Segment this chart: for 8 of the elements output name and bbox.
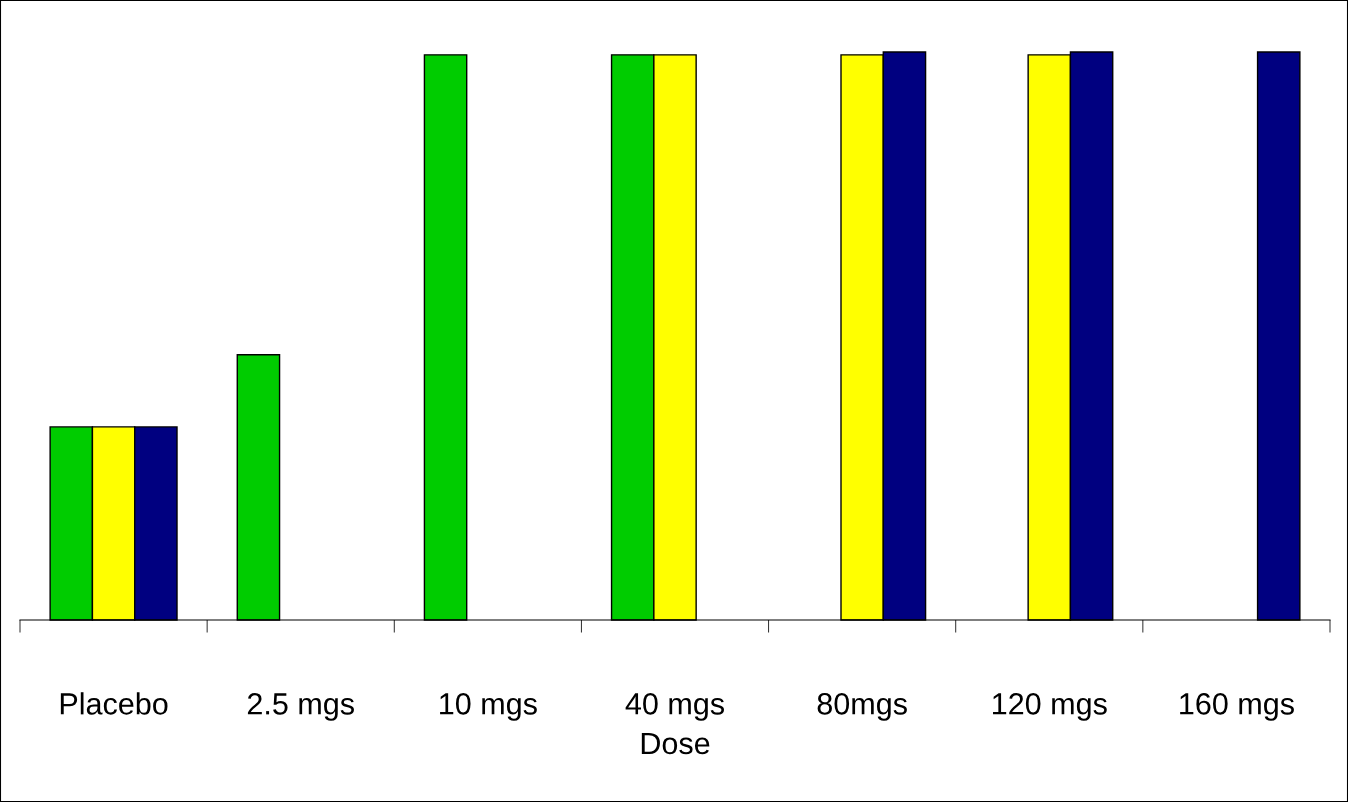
x-tick-label: 40 mgs <box>625 693 724 721</box>
x-tick-label: 2.5 mgs <box>247 693 354 721</box>
x-tick-label: 120 mgs <box>993 693 1107 721</box>
x-tick-label: 160 mgs <box>1180 693 1294 721</box>
x-axis-title: Dose <box>641 732 710 755</box>
x-tick-label: Placebo <box>60 692 168 715</box>
x-tick-label: 80mgs <box>817 693 907 721</box>
x-tick-label: 10 mgs <box>440 693 537 721</box>
